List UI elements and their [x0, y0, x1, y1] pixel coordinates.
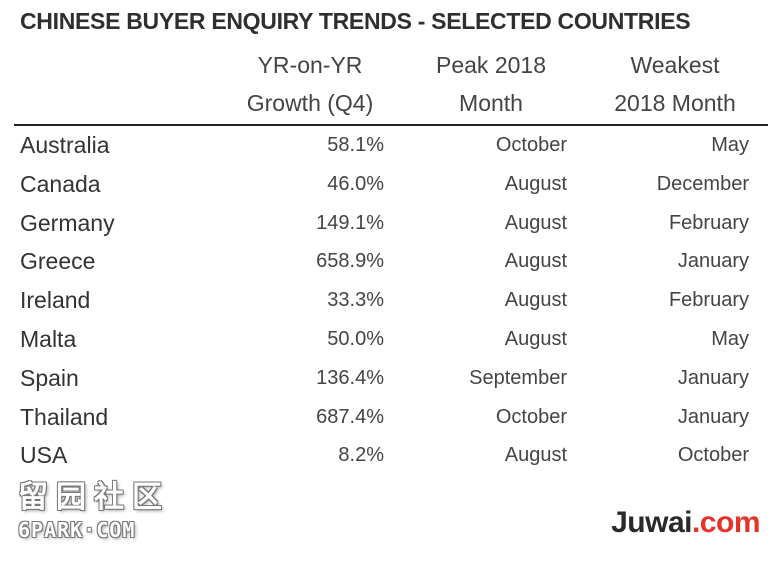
cell-peak-month: August: [504, 327, 567, 350]
cell-peak-month: August: [504, 211, 567, 234]
cell-peak-month: August: [504, 250, 567, 273]
cell-peak-month: September: [469, 366, 567, 389]
cell-weakest-month: December: [656, 172, 749, 195]
cell-peak-month: October: [495, 134, 567, 156]
cell-weakest-month: February: [668, 289, 749, 312]
cell-growth: 50.0%: [327, 327, 384, 350]
juwai-logo: Juwai.com: [611, 506, 760, 540]
cell-peak-month: August: [504, 172, 567, 195]
cell-country: Thailand: [20, 403, 109, 430]
cell-country: Germany: [20, 209, 115, 236]
cell-growth: 658.9%: [316, 250, 384, 273]
cell-growth: 149.1%: [316, 211, 384, 234]
header-divider: [14, 124, 768, 126]
header-weakest-line2: 2018 Month: [614, 90, 736, 116]
cell-country: Ireland: [20, 287, 91, 314]
table-row: Australia 58.1% October May: [0, 126, 782, 165]
table-title: CHINESE BUYER ENQUIRY TRENDS - SELECTED …: [20, 8, 691, 34]
watermark-en: 6PARK·COM: [18, 518, 136, 542]
cell-growth: 33.3%: [327, 289, 384, 312]
header-growth-line2: Growth (Q4): [246, 90, 374, 116]
watermark-cn: 留园社区: [18, 480, 170, 515]
cell-peak-month: August: [504, 289, 567, 312]
cell-weakest-month: January: [677, 405, 749, 428]
cell-weakest-month: October: [677, 444, 749, 467]
cell-growth: 687.4%: [316, 405, 384, 428]
table-row: Malta 50.0% August May: [0, 320, 782, 359]
watermark: 留园社区 6PARK·COM: [18, 472, 170, 542]
table-row: Germany 149.1% August February: [0, 204, 782, 243]
table-row: Canada 46.0% August December: [0, 165, 782, 204]
cell-country: Greece: [20, 248, 96, 275]
cell-country: USA: [20, 442, 68, 469]
cell-weakest-month: February: [668, 211, 749, 234]
logo-text-main: Juwai: [611, 506, 692, 539]
cell-weakest-month: January: [677, 366, 749, 389]
cell-peak-month: August: [504, 444, 567, 467]
header-peak-line1: Peak 2018: [436, 52, 546, 78]
table-row: Greece 658.9% August January: [0, 242, 782, 281]
table-row: Spain 136.4% September January: [0, 359, 782, 398]
cell-growth: 46.0%: [327, 172, 384, 195]
cell-country: Spain: [20, 364, 79, 391]
logo-text-domain: .com: [691, 506, 761, 539]
cell-peak-month: October: [495, 405, 567, 428]
header-weakest-line1: Weakest: [630, 52, 720, 78]
table-body: Australia 58.1% October May Canada 46.0% Augus…: [0, 126, 782, 475]
header-peak-line2: Month: [459, 90, 523, 116]
header-growth-line1: YR-on-YR: [257, 52, 363, 78]
cell-country: Canada: [20, 170, 101, 197]
table-row: USA 8.2% August October: [0, 436, 782, 475]
table-row: Thailand 687.4% October January: [0, 398, 782, 437]
cell-country: Malta: [20, 325, 77, 352]
cell-weakest-month: May: [711, 134, 749, 156]
cell-country: Australia: [20, 132, 110, 158]
cell-weakest-month: January: [677, 250, 749, 273]
table-row: Ireland 33.3% August February: [0, 281, 782, 320]
header-weakest: Weakest 2018 Month: [592, 46, 758, 122]
cell-growth: 8.2%: [338, 444, 384, 467]
header-peak: Peak 2018 Month: [408, 46, 574, 122]
cell-growth: 136.4%: [316, 366, 384, 389]
header-growth: YR-on-YR Growth (Q4): [222, 46, 398, 122]
cell-weakest-month: May: [711, 327, 749, 350]
cell-growth: 58.1%: [327, 134, 384, 156]
